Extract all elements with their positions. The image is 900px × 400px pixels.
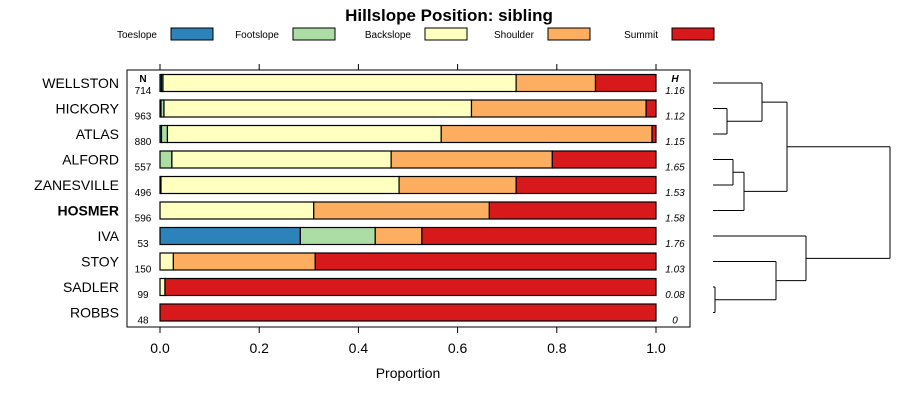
bar-segment-footslope <box>159 150 173 169</box>
row-atlas: ATLAS 880 1.15 <box>76 124 685 148</box>
category-label: ALFORD <box>62 152 119 168</box>
legend-label-footslope: Footslope <box>235 30 279 41</box>
legend-swatch-toeslope <box>170 27 214 41</box>
category-label: WELLSTON <box>42 75 119 91</box>
bar-segment-summit <box>515 175 657 195</box>
row-iva: IVA 53 1.76 <box>97 226 685 250</box>
dendrogram <box>713 82 891 313</box>
h-value: 1.53 <box>665 188 685 199</box>
x-tick-label: 0.2 <box>249 340 269 356</box>
bar-segment-backslope <box>166 124 442 144</box>
legend-label-backslope: Backslope <box>365 30 412 41</box>
bar-segment-summit <box>645 99 657 118</box>
n-value: 714 <box>135 86 152 97</box>
legend-label-summit: Summit <box>624 30 658 41</box>
category-label: HOSMER <box>58 203 119 219</box>
h-value: 1.76 <box>665 239 685 250</box>
bar-segment-backslope <box>160 175 400 195</box>
bar-segment-summit <box>594 73 657 93</box>
row-alford: ALFORD 557 1.65 <box>62 150 685 174</box>
bar-segment-backslope <box>159 277 166 297</box>
category-label: IVA <box>97 228 119 244</box>
x-tick-label: 0.0 <box>150 340 170 356</box>
bar-segment-shoulder <box>515 73 597 93</box>
bar-segment-backslope <box>159 252 174 271</box>
row-hosmer: HOSMER 596 1.58 <box>58 201 685 225</box>
x-axis: 0.0 0.2 0.4 0.6 0.8 1.0 <box>150 64 666 356</box>
bar-segment-shoulder <box>172 252 316 271</box>
h-value: 1.15 <box>665 137 685 148</box>
n-value: 596 <box>135 214 152 225</box>
bar-segment-shoulder <box>440 124 653 144</box>
bar-segment-backslope <box>171 150 392 169</box>
bar-segment-summit <box>314 252 657 271</box>
plot-frame <box>126 69 691 328</box>
bar-segment-summit <box>551 150 657 169</box>
bar-segment-backslope <box>159 201 315 220</box>
n-value: 99 <box>137 290 149 301</box>
legend-swatch-backslope <box>424 27 468 41</box>
category-label: ROBBS <box>70 305 119 321</box>
bar-segment-shoulder <box>470 99 647 118</box>
bar-segment-backslope <box>162 73 517 93</box>
h-value: 1.58 <box>665 214 685 225</box>
x-tick-label: 1.0 <box>646 340 666 356</box>
n-value: 150 <box>135 265 152 276</box>
bar-segment-shoulder <box>374 226 423 246</box>
bar-segment-shoulder <box>313 201 490 220</box>
row-zanesville: ZANESVILLE 496 1.53 <box>34 175 685 199</box>
x-tick-label: 0.6 <box>448 340 468 356</box>
n-value: 557 <box>135 163 152 174</box>
bar-segment-summit <box>421 226 657 246</box>
bar-segment-shoulder <box>390 150 553 169</box>
h-value: 0.08 <box>665 290 685 301</box>
row-sadler: SADLER 99 0.08 <box>63 277 685 301</box>
n-value: 53 <box>137 239 149 250</box>
bar-segment-summit <box>159 303 657 322</box>
n-column-header: N <box>139 74 146 85</box>
h-value: 1.65 <box>665 163 685 174</box>
legend-swatch-footslope <box>292 27 336 41</box>
row-hickory: HICKORY 963 1.12 <box>55 99 685 123</box>
x-tick-label: 0.8 <box>547 340 567 356</box>
bar-segment-footslope <box>160 124 169 144</box>
bar-segment-toeslope <box>159 226 301 246</box>
x-axis-label: Proportion <box>376 365 441 381</box>
category-label: HICKORY <box>55 101 119 117</box>
legend-swatch-summit <box>671 27 715 41</box>
bar-rows: WELLSTON 714 1.16 HICKORY 963 1.12 ATLAS 880 1.1… <box>34 73 685 327</box>
row-wellston: WELLSTON 714 1.16 <box>42 73 685 97</box>
legend-swatch-shoulder <box>547 27 591 41</box>
n-value: 963 <box>135 112 152 123</box>
category-label: SADLER <box>63 279 119 295</box>
category-label: ATLAS <box>76 126 119 142</box>
bar-segment-summit <box>488 201 657 220</box>
legend-label-shoulder: Shoulder <box>494 30 535 41</box>
h-value: 1.12 <box>665 112 685 123</box>
legend-label-toeslope: Toeslope <box>117 30 157 41</box>
n-value: 48 <box>137 316 149 327</box>
h-column-header: H <box>671 74 679 85</box>
row-stoy: STOY 150 1.03 <box>81 252 685 276</box>
category-label: STOY <box>81 254 120 270</box>
legend: Toeslope Footslope Backslope Shoulder Summit <box>117 27 715 41</box>
category-label: ZANESVILLE <box>34 177 119 193</box>
bar-segment-footslope <box>299 226 376 246</box>
x-tick-label: 0.4 <box>349 340 369 356</box>
bar-segment-shoulder <box>398 175 517 195</box>
bar-segment-summit <box>651 124 657 144</box>
chart-title: Hillslope Position: sibling <box>345 6 553 25</box>
n-value: 880 <box>135 137 152 148</box>
h-value: 1.03 <box>665 265 685 276</box>
bar-segment-backslope <box>163 99 473 118</box>
n-value: 496 <box>135 188 152 199</box>
h-value: 0 <box>672 316 678 327</box>
bar-segment-summit <box>164 277 657 297</box>
h-value: 1.16 <box>665 86 685 97</box>
row-robbs: ROBBS 48 0 <box>70 303 678 327</box>
